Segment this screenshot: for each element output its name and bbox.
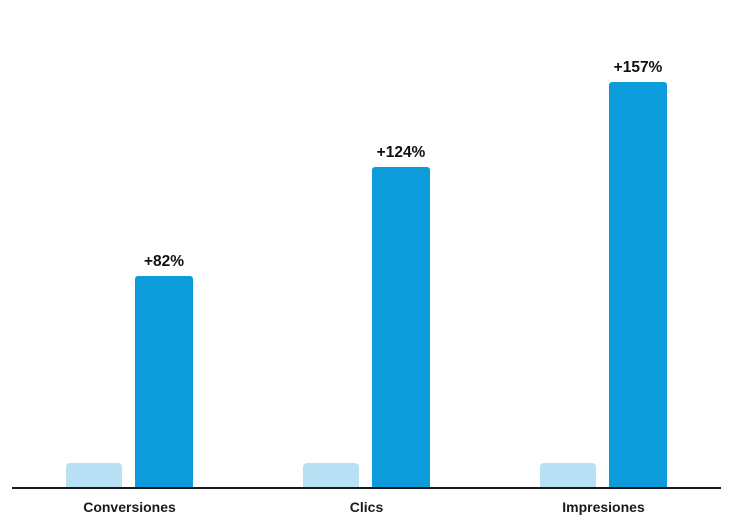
baseline-bar [540,462,596,488]
value-bar: +124% [372,144,430,488]
value-bar: +82% [135,253,193,488]
bar-group: +157% Impresiones [540,59,667,515]
category-label: Conversiones [83,499,176,515]
x-axis-line [12,487,721,489]
bar-value-label: +157% [613,58,663,76]
bar-groups: +82% Conversiones +124% Clics +157% Impresion… [66,0,667,515]
bar-value-label: +82% [143,252,185,270]
value-bar: +157% [609,59,667,488]
bar-group: +82% Conversiones [66,253,193,515]
bar-group: +124% Clics [303,144,430,515]
category-label: Impresiones [562,499,645,515]
bar-value-label: +124% [376,144,426,162]
baseline-bar [303,462,359,488]
baseline-bar [66,462,122,488]
category-label: Clics [349,499,384,515]
